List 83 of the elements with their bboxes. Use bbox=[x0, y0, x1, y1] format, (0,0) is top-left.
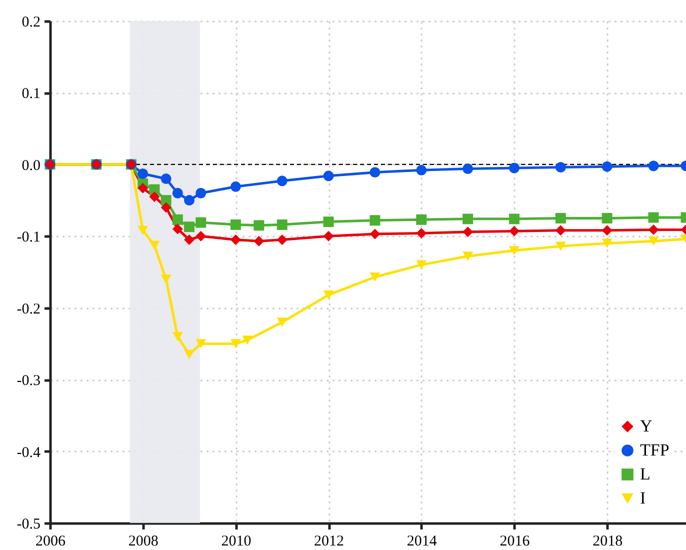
point bbox=[323, 216, 334, 228]
point bbox=[555, 212, 566, 224]
x-tick-label: 2008 bbox=[128, 534, 158, 550]
point bbox=[160, 195, 172, 206]
point bbox=[323, 290, 334, 300]
point bbox=[602, 225, 612, 236]
y-tick-label: 0.1 bbox=[22, 86, 40, 102]
point bbox=[242, 336, 253, 345]
point bbox=[648, 212, 659, 223]
point bbox=[648, 224, 659, 235]
point bbox=[276, 219, 288, 230]
x-tick-label: 2006 bbox=[36, 534, 66, 550]
y-tick-label: 0.0 bbox=[22, 158, 40, 174]
y-tick-label: -0.1 bbox=[16, 230, 40, 246]
point bbox=[172, 332, 183, 342]
point bbox=[416, 260, 427, 270]
legend-label: TFP bbox=[640, 440, 670, 460]
point bbox=[508, 246, 520, 256]
point bbox=[184, 195, 195, 206]
point bbox=[555, 242, 566, 251]
legend-label: Y bbox=[640, 416, 652, 436]
point bbox=[149, 191, 160, 202]
point bbox=[184, 234, 195, 245]
point bbox=[138, 168, 148, 179]
point bbox=[230, 339, 241, 348]
point bbox=[416, 214, 427, 225]
point bbox=[602, 212, 612, 224]
point bbox=[462, 226, 474, 238]
y-tick-label: -0.5 bbox=[16, 516, 40, 532]
point bbox=[462, 214, 474, 224]
point bbox=[196, 188, 206, 198]
point bbox=[172, 188, 183, 198]
point bbox=[138, 182, 148, 194]
y-tick-label: -0.3 bbox=[16, 373, 40, 390]
point bbox=[370, 272, 380, 282]
x-tick-label: 2018 bbox=[592, 534, 623, 550]
y-tick-label: 0.2 bbox=[22, 14, 40, 30]
point bbox=[138, 226, 148, 235]
point bbox=[276, 176, 288, 186]
legend-label: I bbox=[640, 488, 646, 508]
point bbox=[196, 230, 206, 242]
point bbox=[196, 339, 206, 348]
point bbox=[323, 170, 334, 182]
point bbox=[254, 236, 264, 246]
point bbox=[196, 217, 206, 228]
point bbox=[160, 274, 172, 284]
point bbox=[184, 222, 195, 232]
point bbox=[508, 162, 520, 174]
point bbox=[323, 230, 334, 242]
point bbox=[555, 225, 566, 236]
point bbox=[648, 236, 659, 246]
point bbox=[462, 164, 474, 174]
x-tick-label: 2016 bbox=[500, 534, 530, 550]
point bbox=[508, 226, 520, 236]
point bbox=[276, 318, 288, 327]
point bbox=[230, 219, 241, 230]
point bbox=[172, 224, 183, 234]
point bbox=[370, 167, 380, 178]
x-tick-label: 2014 bbox=[406, 534, 438, 550]
point bbox=[648, 160, 659, 172]
y-tick-label: -0.4 bbox=[16, 444, 41, 461]
point bbox=[172, 214, 183, 225]
point bbox=[276, 234, 288, 245]
point bbox=[462, 252, 474, 261]
point bbox=[184, 350, 195, 360]
point bbox=[160, 174, 172, 184]
point bbox=[370, 215, 380, 226]
point bbox=[602, 161, 612, 172]
point bbox=[160, 202, 172, 213]
point bbox=[602, 238, 612, 248]
y-tick-label: -0.2 bbox=[16, 301, 40, 318]
point bbox=[416, 164, 427, 176]
point bbox=[508, 214, 520, 224]
point bbox=[230, 181, 241, 192]
legend-label: L bbox=[640, 464, 650, 484]
x-tick-label: 2010 bbox=[221, 534, 252, 550]
point bbox=[149, 240, 160, 250]
point bbox=[555, 162, 566, 173]
point bbox=[254, 220, 264, 231]
point bbox=[416, 228, 427, 239]
point bbox=[230, 234, 241, 245]
point bbox=[370, 228, 380, 240]
x-tick-label: 2012 bbox=[314, 534, 344, 550]
